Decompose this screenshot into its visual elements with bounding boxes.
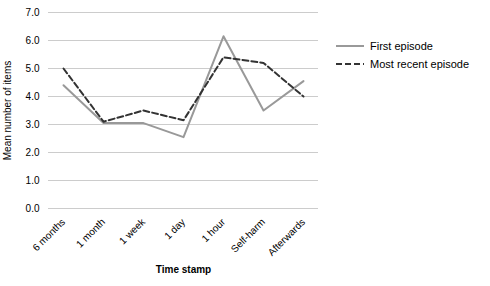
svg-text:1 hour: 1 hour xyxy=(199,216,227,244)
html-text:Most recent episode: Most recent episode xyxy=(370,58,470,70)
svg-text:2.0: 2.0 xyxy=(26,147,40,158)
svg-text:Mean number of items: Mean number of items xyxy=(2,61,13,161)
svg-text:7.0: 7.0 xyxy=(26,7,40,18)
svg-text:1 day: 1 day xyxy=(162,216,187,241)
svg-text:Time stamp: Time stamp xyxy=(156,264,211,275)
html-text:First episode: First episode xyxy=(370,40,433,52)
svg-text:5.0: 5.0 xyxy=(26,63,40,74)
svg-text:1 month: 1 month xyxy=(74,216,107,249)
svg-text:0.0: 0.0 xyxy=(26,203,40,214)
svg-text:1.0: 1.0 xyxy=(26,175,40,186)
svg-text:3.0: 3.0 xyxy=(26,119,40,130)
svg-text:6 months: 6 months xyxy=(30,216,67,253)
svg-text:4.0: 4.0 xyxy=(26,91,40,102)
svg-text:Self-harm: Self-harm xyxy=(229,216,267,254)
svg-text:Afterwards: Afterwards xyxy=(266,216,308,258)
svg-text:1 week: 1 week xyxy=(117,216,148,247)
svg-text:6.0: 6.0 xyxy=(26,35,40,46)
